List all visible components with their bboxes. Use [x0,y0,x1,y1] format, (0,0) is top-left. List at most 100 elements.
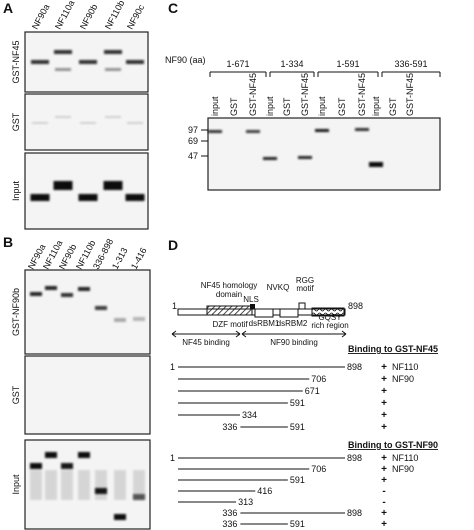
binding-result: + [381,508,387,519]
lane-label: GST-NF45 [357,73,367,116]
panel-label: C [168,0,178,16]
construct-start: 1 [170,362,175,372]
domain-label: DZF motif [212,320,248,329]
gel [24,269,151,355]
construct-end: 706 [311,464,326,474]
domain-label: motif [296,284,314,293]
construct-end: 591 [290,422,305,432]
band [127,122,143,124]
arrowhead [341,330,347,335]
band [61,463,73,469]
isoform-label: NF110 [392,362,418,372]
binding-result: + [381,374,387,385]
gel [207,117,441,191]
arrowhead [235,330,241,335]
panel-label: A [3,0,13,16]
band [30,463,42,469]
construct-end: 898 [347,362,362,372]
construct-end: 898 [347,508,362,518]
nls [250,304,255,309]
band [53,181,73,190]
band [78,194,98,201]
lane-label: GST-NF45 [248,73,258,116]
binding-result: + [381,362,387,373]
isoform-label: NF90 [392,464,414,474]
lane-label: NF110a [53,0,77,31]
domain-label: GQSY [318,313,342,322]
axis-title: NF90 (aa) [165,55,206,65]
lane-label: 1-416 [129,246,149,271]
band [61,470,73,500]
lane-label: 1-313 [110,246,130,271]
marker-label: 97 [188,125,198,135]
binding-result: - [382,497,385,508]
band [30,194,50,201]
gel [24,152,149,230]
construct-start: 336 [222,519,237,529]
binding-result: + [381,422,387,433]
band [114,514,126,520]
construct-end: 591 [290,398,305,408]
domain-label: RGG [296,276,314,285]
marker-label: 47 [188,151,198,161]
band [133,470,145,500]
band [133,317,145,321]
band [126,60,144,64]
group-label: 1-591 [336,59,359,69]
band [32,122,48,124]
lane-label: NF90c [125,2,147,31]
arrowhead [341,333,347,338]
region-label: NF45 binding [182,338,230,347]
binding-result: + [381,519,387,530]
row-label: GST [11,112,21,131]
band [31,60,49,64]
arrowhead [241,333,247,338]
domain-label: domain [216,290,242,299]
binding-result: + [381,475,387,486]
construct-end: 313 [238,497,253,507]
band [263,157,277,160]
row-label: Input [11,180,21,201]
arrowhead [235,333,241,338]
band [103,181,123,190]
band [45,470,57,500]
lane-label: input [371,96,381,116]
binding-result: + [381,410,387,421]
lane-label: GST-NF45 [300,73,310,116]
dzf-domain [206,305,253,316]
end-label: 898 [348,301,363,311]
band [78,470,90,500]
row-label: Input [11,474,21,495]
row-label: GST-NF90b [11,288,21,336]
construct-end: 416 [257,486,272,496]
binding-result: + [381,453,387,464]
binding-result: - [382,486,385,497]
isoform-label: NF90 [392,374,414,384]
lane-label: GST [229,97,239,116]
lane-label: GST [282,97,292,116]
arrowhead [171,330,177,335]
band [61,293,73,297]
band [95,470,107,500]
isoform-label: NF110 [392,453,418,463]
band [105,116,121,118]
construct-end: 898 [347,453,362,463]
lane-label: NF110b [103,0,127,31]
lane-label: input [317,96,327,116]
band [79,60,97,64]
arrowhead [241,330,247,335]
construct-end: 334 [242,410,257,420]
band [208,130,222,133]
band [78,452,90,458]
lane-label: NF90b [78,2,100,31]
dsrbm1 [254,308,274,318]
lane-label: NF90a [30,2,52,31]
construct-start: 336 [222,422,237,432]
band [45,286,57,290]
construct-end: 591 [290,475,305,485]
arrowhead [171,333,177,338]
row-label: GST [11,385,21,404]
construct-start: 1 [170,453,175,463]
marker-label: 69 [188,136,198,146]
